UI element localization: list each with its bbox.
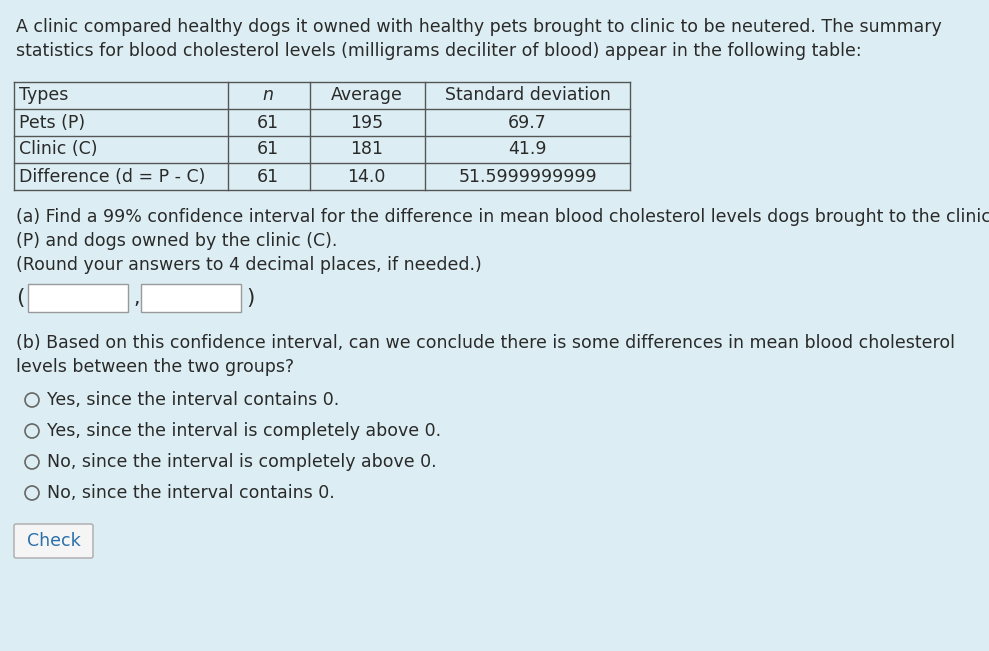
Text: 195: 195: [350, 113, 383, 132]
FancyBboxPatch shape: [141, 284, 241, 312]
Text: ,: ,: [133, 288, 139, 307]
Text: levels between the two groups?: levels between the two groups?: [16, 358, 294, 376]
Text: 181: 181: [350, 141, 383, 158]
Text: Standard deviation: Standard deviation: [445, 87, 610, 105]
Text: (b) Based on this confidence interval, can we conclude there is some differences: (b) Based on this confidence interval, c…: [16, 334, 955, 352]
Text: 41.9: 41.9: [508, 141, 547, 158]
Text: 61: 61: [257, 141, 279, 158]
Text: ): ): [246, 288, 254, 308]
FancyBboxPatch shape: [14, 524, 93, 558]
Text: Types: Types: [19, 87, 68, 105]
Text: Average: Average: [330, 87, 403, 105]
Text: 14.0: 14.0: [347, 167, 386, 186]
Text: n: n: [262, 87, 274, 105]
Text: Yes, since the interval is completely above 0.: Yes, since the interval is completely ab…: [47, 422, 441, 440]
Text: No, since the interval is completely above 0.: No, since the interval is completely abo…: [47, 453, 436, 471]
Text: Pets (P): Pets (P): [19, 113, 85, 132]
Text: No, since the interval contains 0.: No, since the interval contains 0.: [47, 484, 334, 502]
Text: (P) and dogs owned by the clinic (C).: (P) and dogs owned by the clinic (C).: [16, 232, 337, 250]
Text: Difference (d = P - C): Difference (d = P - C): [19, 167, 206, 186]
Text: 61: 61: [257, 113, 279, 132]
Text: Check: Check: [27, 532, 80, 550]
Text: Yes, since the interval contains 0.: Yes, since the interval contains 0.: [47, 391, 339, 409]
Text: A clinic compared healthy dogs it owned with healthy pets brought to clinic to b: A clinic compared healthy dogs it owned …: [16, 18, 942, 36]
Text: statistics for blood cholesterol levels (milligrams deciliter of blood) appear i: statistics for blood cholesterol levels …: [16, 42, 861, 60]
Text: (Round your answers to 4 decimal places, if needed.): (Round your answers to 4 decimal places,…: [16, 256, 482, 274]
Text: 51.5999999999: 51.5999999999: [458, 167, 596, 186]
Text: 61: 61: [257, 167, 279, 186]
Text: (: (: [16, 288, 25, 308]
FancyBboxPatch shape: [28, 284, 128, 312]
Text: Clinic (C): Clinic (C): [19, 141, 98, 158]
Text: (a) Find a 99% confidence interval for the difference in mean blood cholesterol : (a) Find a 99% confidence interval for t…: [16, 208, 989, 226]
Text: 69.7: 69.7: [508, 113, 547, 132]
